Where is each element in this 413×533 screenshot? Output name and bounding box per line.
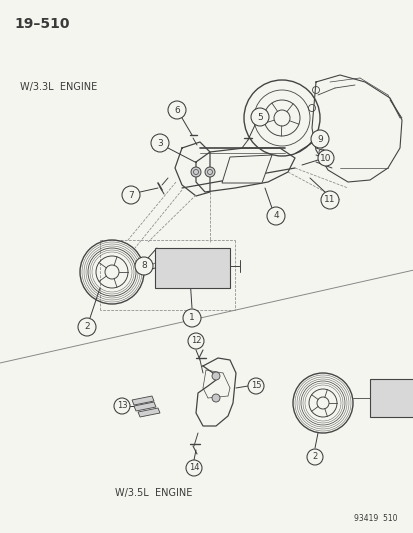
Text: 13: 13 xyxy=(116,401,127,410)
Circle shape xyxy=(122,186,140,204)
Text: 93419  510: 93419 510 xyxy=(354,514,397,523)
Text: 4: 4 xyxy=(273,212,278,221)
Circle shape xyxy=(114,398,130,414)
Text: 8: 8 xyxy=(141,262,147,271)
Text: 6: 6 xyxy=(174,106,179,115)
Circle shape xyxy=(266,207,284,225)
FancyBboxPatch shape xyxy=(154,248,230,288)
Polygon shape xyxy=(134,402,156,411)
Circle shape xyxy=(310,130,328,148)
Circle shape xyxy=(211,394,219,402)
Text: 19–510: 19–510 xyxy=(14,17,69,31)
Text: W/3.3L  ENGINE: W/3.3L ENGINE xyxy=(20,82,97,92)
Circle shape xyxy=(211,372,219,380)
Polygon shape xyxy=(221,155,271,183)
Text: 14: 14 xyxy=(188,464,199,472)
Circle shape xyxy=(183,309,201,327)
Circle shape xyxy=(135,257,153,275)
Circle shape xyxy=(247,378,263,394)
Circle shape xyxy=(190,167,201,177)
Polygon shape xyxy=(132,396,154,405)
Text: 3: 3 xyxy=(157,139,162,148)
Circle shape xyxy=(204,167,214,177)
Circle shape xyxy=(306,449,322,465)
Circle shape xyxy=(78,318,96,336)
Circle shape xyxy=(250,108,268,126)
Polygon shape xyxy=(138,408,159,417)
FancyBboxPatch shape xyxy=(369,379,413,417)
Circle shape xyxy=(317,150,333,166)
Circle shape xyxy=(320,191,338,209)
Circle shape xyxy=(185,460,202,476)
Text: 11: 11 xyxy=(323,196,335,205)
Text: 15: 15 xyxy=(250,382,261,391)
Text: 2: 2 xyxy=(84,322,90,332)
Text: 12: 12 xyxy=(190,336,201,345)
Circle shape xyxy=(168,101,185,119)
Text: W/3.5L  ENGINE: W/3.5L ENGINE xyxy=(115,488,192,498)
Circle shape xyxy=(188,333,204,349)
Text: 10: 10 xyxy=(320,154,331,163)
Text: 5: 5 xyxy=(256,112,262,122)
Text: 2: 2 xyxy=(312,453,317,462)
Text: 1: 1 xyxy=(189,313,195,322)
Circle shape xyxy=(151,134,169,152)
Text: 9: 9 xyxy=(316,134,322,143)
Text: 7: 7 xyxy=(128,190,133,199)
